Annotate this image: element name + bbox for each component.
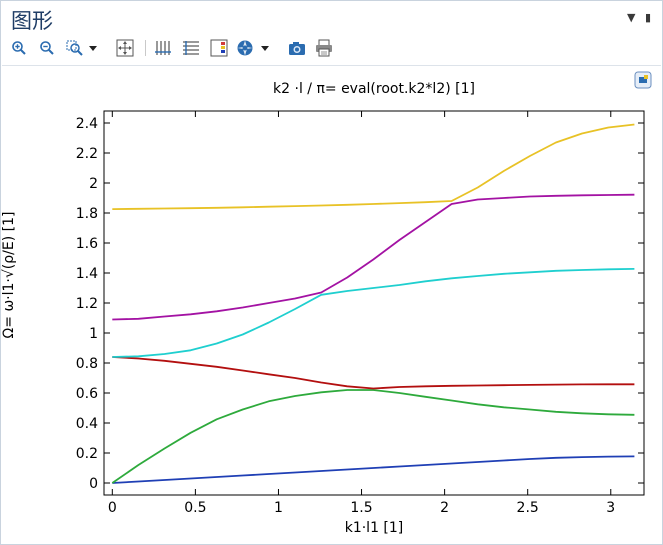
series-line-6 xyxy=(112,123,635,210)
scene-light-dropdown-icon[interactable] xyxy=(259,38,271,58)
zoom-box-icon[interactable] xyxy=(65,38,85,58)
window-title: 图形 xyxy=(11,9,53,33)
graphics-toolbar xyxy=(7,36,657,62)
x-tick-label: 1.5 xyxy=(350,500,372,516)
y-tick-label: 0.2 xyxy=(76,446,98,462)
plot-title: k2 ·l / π= eval(root.k2*l2) [1] xyxy=(273,81,475,97)
series-line-4 xyxy=(112,268,635,358)
series-line-3 xyxy=(112,356,635,390)
y-axis-icon[interactable] xyxy=(181,38,201,58)
toolbar-divider xyxy=(2,65,661,66)
camera-icon[interactable] xyxy=(287,38,307,58)
series-line-1 xyxy=(112,455,635,484)
plot-settings-icon[interactable] xyxy=(634,71,652,89)
legend-icon[interactable] xyxy=(209,38,229,58)
y-tick-label: 1 xyxy=(89,326,98,342)
x-tick-label: 2.5 xyxy=(517,500,539,516)
printer-icon[interactable] xyxy=(314,38,334,58)
zoom-out-icon[interactable] xyxy=(37,38,57,58)
dropdown-triangle-icon[interactable]: ▼ xyxy=(627,11,636,24)
window-titlebar: 图形 ▼ ▮ xyxy=(1,1,662,35)
y-tick-label: 0.6 xyxy=(76,386,98,402)
close-icon[interactable]: ▮ xyxy=(645,11,652,24)
x-axis-label: k1·l1 [1] xyxy=(344,520,404,536)
y-tick-label: 1.8 xyxy=(76,206,98,222)
y-tick-label: 1.6 xyxy=(76,236,98,252)
y-tick-label: 1.4 xyxy=(76,266,98,282)
x-axis-icon[interactable] xyxy=(153,38,173,58)
x-tick-label: 2 xyxy=(440,500,449,516)
y-tick-label: 0.4 xyxy=(76,416,98,432)
y-tick-label: 2.2 xyxy=(76,146,98,162)
y-tick-label: 0 xyxy=(89,476,98,492)
zoom-in-icon[interactable] xyxy=(9,38,29,58)
plot-area-frame xyxy=(103,110,645,496)
x-tick-label: 0 xyxy=(108,500,117,516)
scene-light-icon[interactable] xyxy=(235,38,255,58)
x-tick-label: 3 xyxy=(606,500,615,516)
y-tick-label: 1.2 xyxy=(76,296,98,312)
y-tick-label: 2 xyxy=(89,176,98,192)
series-line-2 xyxy=(111,389,635,484)
x-tick-label: 1 xyxy=(274,500,283,516)
zoom-extents-icon[interactable] xyxy=(115,38,135,58)
y-tick-label: 0.8 xyxy=(76,356,98,372)
x-tick-label: 0.5 xyxy=(184,500,206,516)
toolbar-separator xyxy=(145,40,146,56)
y-tick-label: 2.4 xyxy=(76,116,98,132)
series-line-5 xyxy=(112,193,635,321)
zoom-dropdown-icon[interactable] xyxy=(87,38,99,58)
